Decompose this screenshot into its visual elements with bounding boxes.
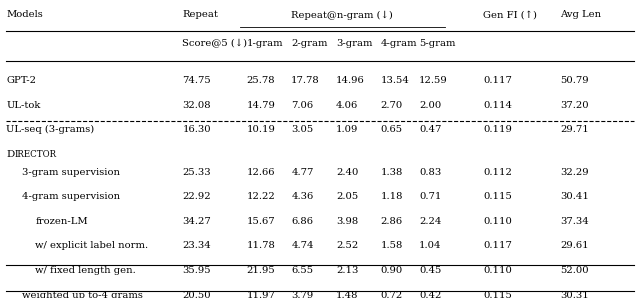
Text: UL-seq (3-grams): UL-seq (3-grams) <box>6 125 95 134</box>
Text: 3.05: 3.05 <box>291 125 314 134</box>
Text: 20.50: 20.50 <box>182 291 211 298</box>
Text: 22.92: 22.92 <box>182 192 211 201</box>
Text: 4.06: 4.06 <box>336 101 358 110</box>
Text: 0.45: 0.45 <box>419 266 442 275</box>
Text: 4.36: 4.36 <box>291 192 314 201</box>
Text: 25.78: 25.78 <box>246 76 275 85</box>
Text: 0.115: 0.115 <box>483 291 512 298</box>
Text: 74.75: 74.75 <box>182 76 211 85</box>
Text: 52.00: 52.00 <box>560 266 589 275</box>
Text: 0.112: 0.112 <box>483 168 512 177</box>
Text: 25.33: 25.33 <box>182 168 211 177</box>
Text: 2.24: 2.24 <box>419 217 442 226</box>
Text: 0.47: 0.47 <box>419 125 442 134</box>
Text: 35.95: 35.95 <box>182 266 211 275</box>
Text: 0.114: 0.114 <box>483 101 512 110</box>
Text: Score@5 (↓): Score@5 (↓) <box>182 39 248 48</box>
Text: w/ explicit label norm.: w/ explicit label norm. <box>35 241 148 250</box>
Text: 0.65: 0.65 <box>381 125 403 134</box>
Text: 14.96: 14.96 <box>336 76 365 85</box>
Text: 3.98: 3.98 <box>336 217 358 226</box>
Text: 7.06: 7.06 <box>291 101 314 110</box>
Text: 30.31: 30.31 <box>560 291 589 298</box>
Text: 2.05: 2.05 <box>336 192 358 201</box>
Text: 23.34: 23.34 <box>182 241 211 250</box>
Text: 3-gram: 3-gram <box>336 39 372 48</box>
Text: Avg Len: Avg Len <box>560 10 601 19</box>
Text: 30.41: 30.41 <box>560 192 589 201</box>
Text: 4-gram: 4-gram <box>381 39 417 48</box>
Text: 0.83: 0.83 <box>419 168 442 177</box>
Text: 15.67: 15.67 <box>246 217 275 226</box>
Text: UL-tok: UL-tok <box>6 101 41 110</box>
Text: 4.77: 4.77 <box>291 168 314 177</box>
Text: 0.90: 0.90 <box>381 266 403 275</box>
Text: 12.59: 12.59 <box>419 76 448 85</box>
Text: 50.79: 50.79 <box>560 76 589 85</box>
Text: 29.71: 29.71 <box>560 125 589 134</box>
Text: 0.72: 0.72 <box>381 291 403 298</box>
Text: 11.97: 11.97 <box>246 291 275 298</box>
Text: 2.86: 2.86 <box>381 217 403 226</box>
Text: GPT-2: GPT-2 <box>6 76 36 85</box>
Text: D: D <box>6 150 15 159</box>
Text: 0.42: 0.42 <box>419 291 442 298</box>
Text: 3.79: 3.79 <box>291 291 314 298</box>
Text: 11.78: 11.78 <box>246 241 275 250</box>
Text: 0.119: 0.119 <box>483 125 512 134</box>
Text: 2.00: 2.00 <box>419 101 442 110</box>
Text: 12.66: 12.66 <box>246 168 275 177</box>
Text: 16.30: 16.30 <box>182 125 211 134</box>
Text: 21.95: 21.95 <box>246 266 275 275</box>
Text: 2.70: 2.70 <box>381 101 403 110</box>
Text: 12.22: 12.22 <box>246 192 275 201</box>
Text: 4-gram supervision: 4-gram supervision <box>22 192 120 201</box>
Text: 32.29: 32.29 <box>560 168 589 177</box>
Text: 0.115: 0.115 <box>483 192 512 201</box>
Text: weighted up to-4 grams: weighted up to-4 grams <box>22 291 143 298</box>
Text: 0.110: 0.110 <box>483 266 512 275</box>
Text: 1.04: 1.04 <box>419 241 442 250</box>
Text: Gen FI (↑): Gen FI (↑) <box>483 10 537 19</box>
Text: frozen-LM: frozen-LM <box>35 217 88 226</box>
Text: 0.110: 0.110 <box>483 217 512 226</box>
Text: 17.78: 17.78 <box>291 76 320 85</box>
Text: 10.19: 10.19 <box>246 125 275 134</box>
Text: 1.58: 1.58 <box>381 241 403 250</box>
Text: 1.18: 1.18 <box>381 192 403 201</box>
Text: 6.55: 6.55 <box>291 266 314 275</box>
Text: 4.74: 4.74 <box>291 241 314 250</box>
Text: 34.27: 34.27 <box>182 217 211 226</box>
Text: 1.48: 1.48 <box>336 291 358 298</box>
Text: 37.34: 37.34 <box>560 217 589 226</box>
Text: 14.79: 14.79 <box>246 101 275 110</box>
Text: Repeat: Repeat <box>182 10 218 19</box>
Text: Repeat@n-gram (↓): Repeat@n-gram (↓) <box>291 10 394 20</box>
Text: 2.52: 2.52 <box>336 241 358 250</box>
Text: 6.86: 6.86 <box>291 217 313 226</box>
Text: 13.54: 13.54 <box>381 76 410 85</box>
Text: 2.13: 2.13 <box>336 266 358 275</box>
Text: 29.61: 29.61 <box>560 241 589 250</box>
Text: Models: Models <box>6 10 43 19</box>
Text: 1.09: 1.09 <box>336 125 358 134</box>
Text: 0.117: 0.117 <box>483 76 512 85</box>
Text: 2.40: 2.40 <box>336 168 358 177</box>
Text: w/ fixed length gen.: w/ fixed length gen. <box>35 266 136 275</box>
Text: 0.117: 0.117 <box>483 241 512 250</box>
Text: 37.20: 37.20 <box>560 101 589 110</box>
Text: 0.71: 0.71 <box>419 192 442 201</box>
Text: 1-gram: 1-gram <box>246 39 283 48</box>
Text: 5-gram: 5-gram <box>419 39 456 48</box>
Text: 3-gram supervision: 3-gram supervision <box>22 168 120 177</box>
Text: IRECTOR: IRECTOR <box>15 150 57 159</box>
Text: 1.38: 1.38 <box>381 168 403 177</box>
Text: 2-gram: 2-gram <box>291 39 328 48</box>
Text: 32.08: 32.08 <box>182 101 211 110</box>
